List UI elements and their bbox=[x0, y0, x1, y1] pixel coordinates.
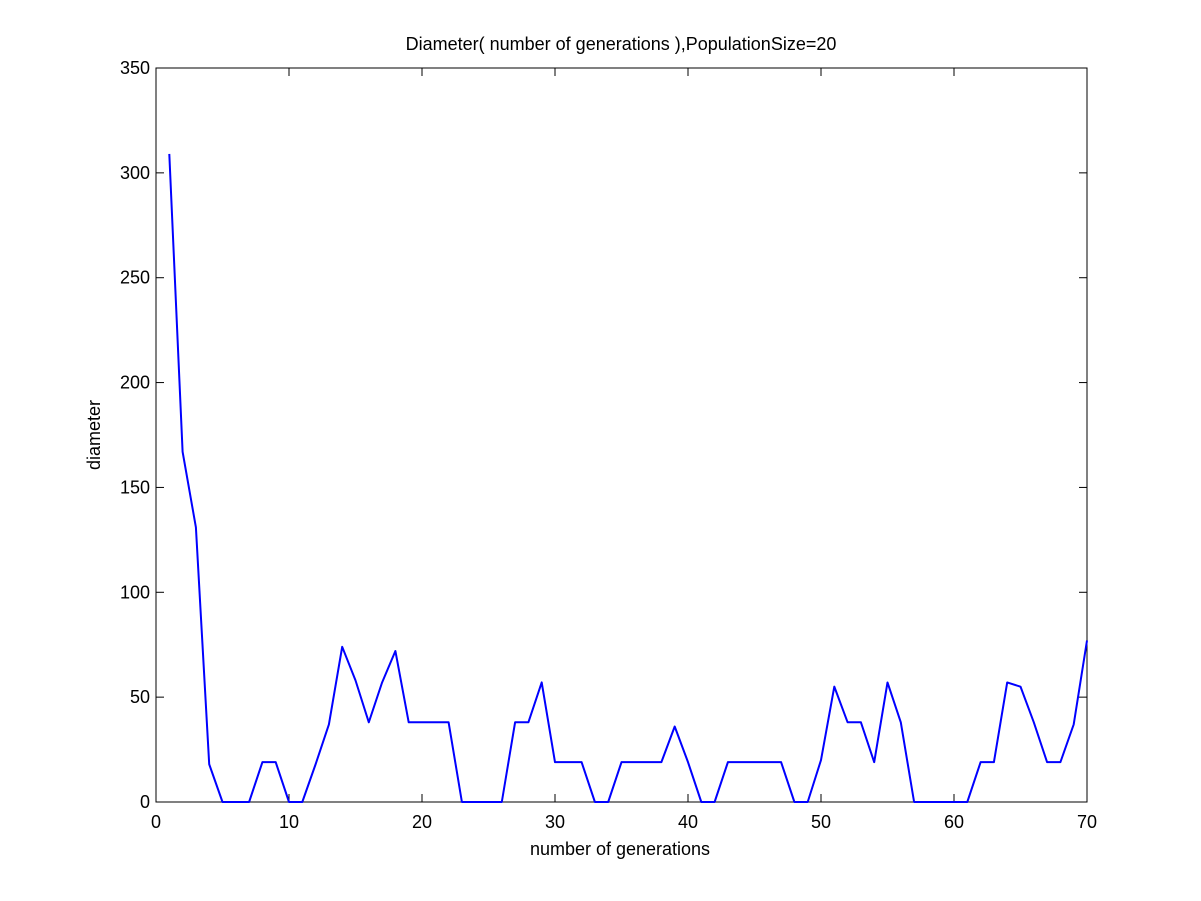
y-tick-label: 300 bbox=[120, 163, 150, 183]
y-axis-label: diameter bbox=[84, 400, 104, 470]
y-tick-label: 250 bbox=[120, 268, 150, 288]
series-group bbox=[168, 153, 1088, 803]
x-tick-label: 20 bbox=[412, 812, 432, 832]
x-tick-label: 70 bbox=[1077, 812, 1097, 832]
x-tick-label: 60 bbox=[944, 812, 964, 832]
plot-area bbox=[155, 67, 1088, 803]
x-tick-label: 40 bbox=[678, 812, 698, 832]
x-tick-label: 0 bbox=[151, 812, 161, 832]
tick-labels: 0 10 20 30 40 50 60 70 0 50 100 150 200 250 300 350 bbox=[120, 58, 1097, 832]
chart-title: Diameter( number of generations ),Popula… bbox=[406, 34, 837, 54]
y-tick-label: 50 bbox=[130, 687, 150, 707]
x-axis-label: number of generations bbox=[530, 839, 710, 859]
y-tick-label: 350 bbox=[120, 58, 150, 78]
x-tick-label: 50 bbox=[811, 812, 831, 832]
y-tick-label: 150 bbox=[120, 477, 150, 497]
x-tick-label: 30 bbox=[545, 812, 565, 832]
y-tick-label: 0 bbox=[140, 792, 150, 812]
series-line bbox=[168, 153, 1088, 803]
x-tick-label: 10 bbox=[279, 812, 299, 832]
y-tick-label: 200 bbox=[120, 373, 150, 393]
y-tick-label: 100 bbox=[120, 582, 150, 602]
